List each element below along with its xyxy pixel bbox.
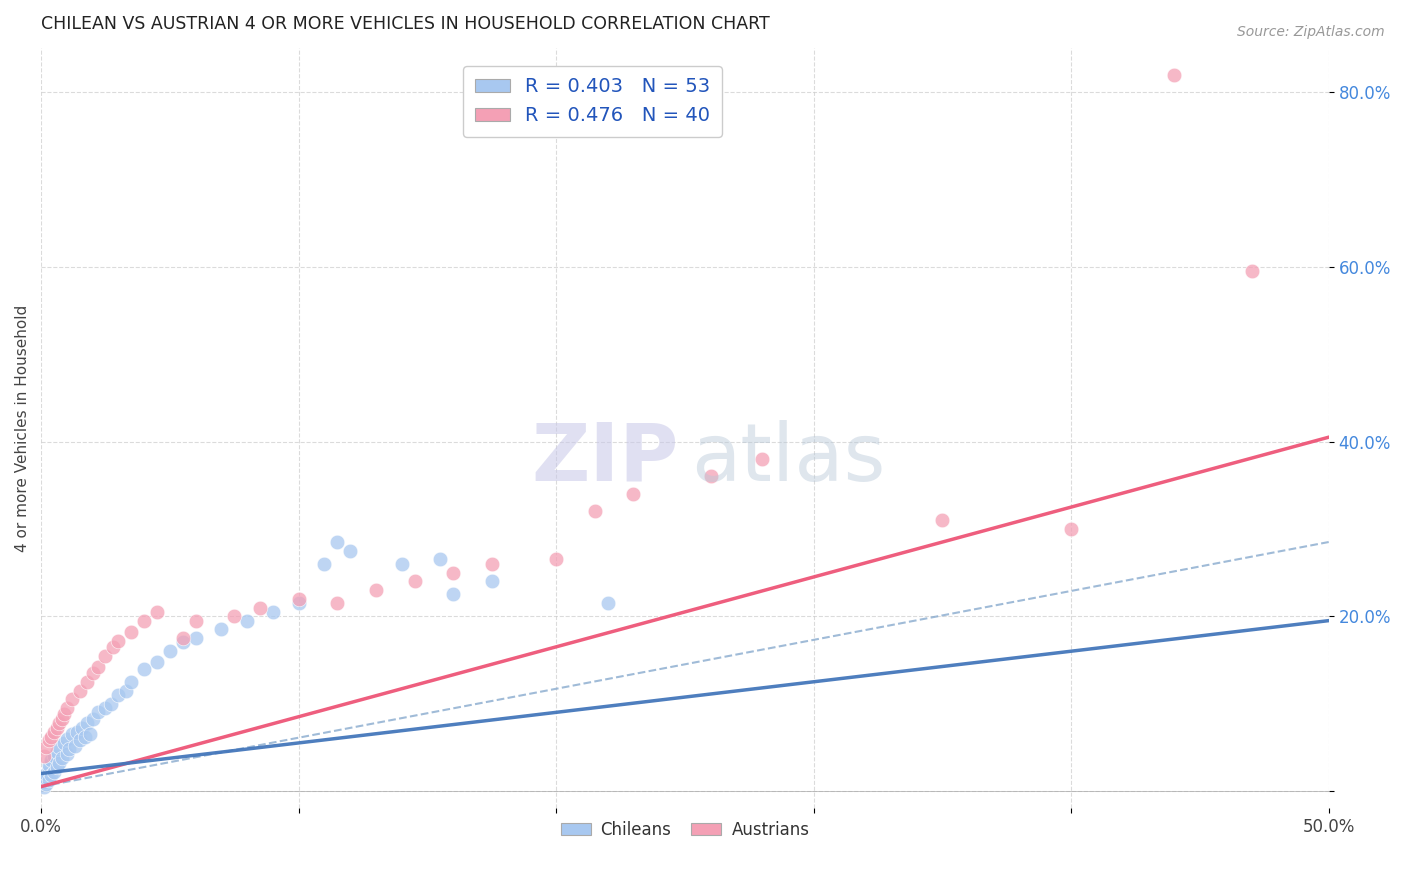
- Point: [481, 557, 503, 571]
- Point: [41, 753, 63, 767]
- Point: [134, 662, 156, 676]
- Point: [79, 727, 101, 741]
- Point: [146, 605, 169, 619]
- Point: [326, 535, 349, 549]
- Point: [546, 552, 568, 566]
- Text: ZIP: ZIP: [531, 420, 679, 498]
- Point: [1240, 264, 1263, 278]
- Point: [699, 469, 721, 483]
- Point: [56, 701, 79, 715]
- Point: [172, 635, 194, 649]
- Point: [326, 596, 349, 610]
- Point: [429, 552, 451, 566]
- Point: [63, 739, 86, 753]
- Point: [184, 631, 207, 645]
- Point: [35, 740, 58, 755]
- Point: [209, 623, 232, 637]
- Point: [287, 596, 309, 610]
- Point: [76, 674, 98, 689]
- Point: [623, 487, 645, 501]
- Point: [51, 751, 73, 765]
- Point: [1060, 522, 1083, 536]
- Point: [42, 749, 65, 764]
- Point: [441, 587, 464, 601]
- Point: [94, 701, 117, 715]
- Point: [314, 557, 336, 571]
- Point: [42, 764, 65, 779]
- Point: [56, 731, 79, 746]
- Point: [172, 631, 194, 645]
- Point: [249, 600, 271, 615]
- Point: [364, 582, 387, 597]
- Point: [48, 715, 70, 730]
- Point: [94, 648, 117, 663]
- Point: [35, 771, 58, 785]
- Point: [100, 697, 122, 711]
- Point: [441, 566, 464, 580]
- Point: [72, 721, 94, 735]
- Point: [32, 780, 55, 794]
- Point: [391, 557, 413, 571]
- Point: [87, 706, 110, 720]
- Point: [120, 625, 142, 640]
- Point: [38, 757, 60, 772]
- Point: [120, 674, 142, 689]
- Point: [38, 733, 60, 747]
- Point: [45, 745, 67, 759]
- Point: [76, 715, 98, 730]
- Point: [339, 543, 361, 558]
- Y-axis label: 4 or more Vehicles in Household: 4 or more Vehicles in Household: [15, 305, 30, 552]
- Point: [404, 574, 426, 589]
- Point: [159, 644, 181, 658]
- Point: [1163, 68, 1185, 82]
- Point: [931, 513, 953, 527]
- Point: [48, 740, 70, 755]
- Point: [60, 692, 83, 706]
- Text: CHILEAN VS AUSTRIAN 4 OR MORE VEHICLES IN HOUSEHOLD CORRELATION CHART: CHILEAN VS AUSTRIAN 4 OR MORE VEHICLES I…: [41, 15, 770, 33]
- Point: [262, 605, 284, 619]
- Point: [32, 775, 55, 789]
- Text: atlas: atlas: [692, 420, 886, 498]
- Point: [69, 683, 91, 698]
- Point: [56, 747, 79, 762]
- Point: [35, 766, 58, 780]
- Point: [596, 596, 619, 610]
- Point: [53, 707, 76, 722]
- Point: [103, 640, 125, 654]
- Point: [107, 633, 129, 648]
- Point: [58, 742, 80, 756]
- Point: [115, 683, 138, 698]
- Point: [184, 614, 207, 628]
- Point: [38, 773, 60, 788]
- Point: [481, 574, 503, 589]
- Point: [236, 614, 259, 628]
- Point: [35, 777, 58, 791]
- Point: [32, 749, 55, 764]
- Point: [42, 724, 65, 739]
- Point: [60, 727, 83, 741]
- Point: [287, 591, 309, 606]
- Point: [41, 768, 63, 782]
- Point: [41, 730, 63, 744]
- Text: Source: ZipAtlas.com: Source: ZipAtlas.com: [1237, 25, 1385, 39]
- Point: [107, 688, 129, 702]
- Point: [224, 609, 246, 624]
- Point: [48, 756, 70, 770]
- Point: [82, 712, 104, 726]
- Point: [134, 614, 156, 628]
- Point: [146, 655, 169, 669]
- Point: [45, 721, 67, 735]
- Point: [751, 452, 773, 467]
- Point: [87, 660, 110, 674]
- Point: [66, 724, 89, 739]
- Point: [45, 759, 67, 773]
- Point: [82, 666, 104, 681]
- Point: [69, 733, 91, 747]
- Legend: Chileans, Austrians: Chileans, Austrians: [554, 814, 815, 846]
- Point: [38, 762, 60, 776]
- Point: [583, 504, 606, 518]
- Point: [51, 712, 73, 726]
- Point: [73, 730, 96, 744]
- Point: [53, 736, 76, 750]
